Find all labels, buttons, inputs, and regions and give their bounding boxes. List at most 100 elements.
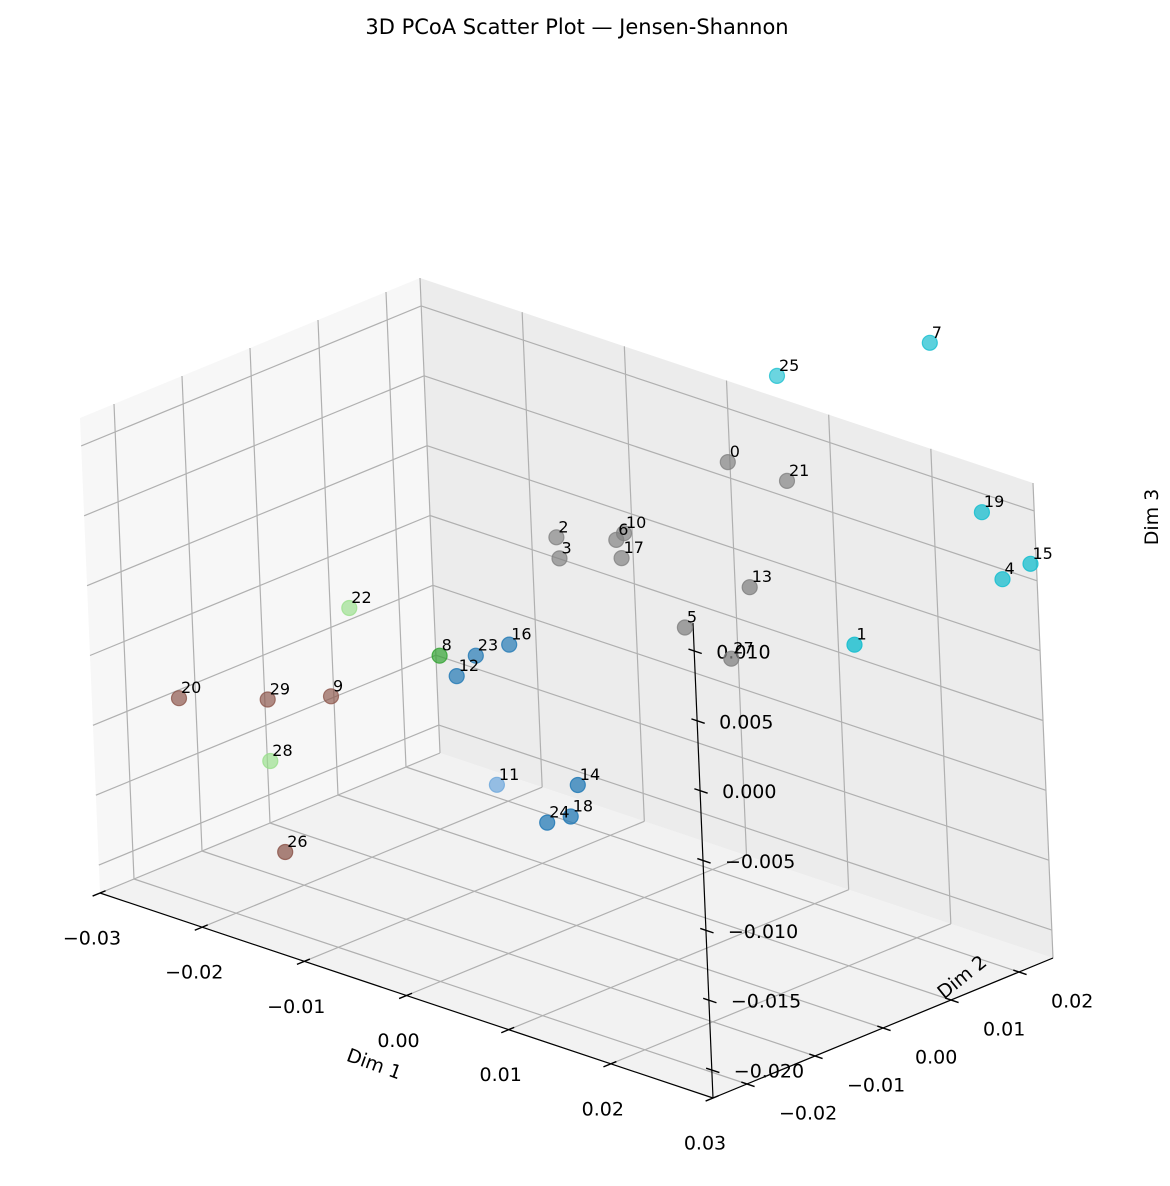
grid-lines — [80, 277, 1054, 1099]
data-point-20 — [170, 690, 188, 707]
chart-title: 3D PCoA Scatter Plot — Jensen-Shannon — [365, 15, 788, 39]
y-tick-4 — [1013, 969, 1027, 976]
y-tick-2 — [877, 1025, 891, 1032]
grid-line-back-z-3 — [429, 514, 1044, 722]
z-tick-1 — [702, 997, 717, 1004]
z-tick-3 — [697, 857, 711, 864]
data-point-29 — [259, 691, 276, 708]
x-tick-label-5: 0.02 — [582, 1098, 624, 1120]
data-points — [170, 334, 1039, 861]
data-point-7 — [921, 334, 938, 351]
z-tick-5 — [691, 718, 705, 724]
grid-line-floor-y-4 — [405, 766, 1020, 973]
grid-line-left-z-1 — [95, 654, 437, 796]
y-tick-1 — [809, 1053, 823, 1060]
point-label-12: 12 — [459, 656, 479, 675]
point-label-23: 23 — [478, 636, 498, 655]
z-tick-label-3: −0.005 — [725, 851, 795, 873]
x-tick-4 — [501, 1026, 515, 1034]
data-point-9 — [322, 688, 340, 705]
point-labels: 0123456789101112131415161718192021222324… — [181, 323, 1053, 851]
data-point-23 — [467, 647, 484, 664]
tick-labels: −0.03 −0.02 −0.01 0.00 0.01 0.02 0.03 −0.02 −0.0… — [63, 641, 1093, 1154]
data-point-6 — [608, 531, 625, 549]
data-point-3 — [551, 550, 568, 567]
point-label-0: 0 — [730, 442, 740, 461]
y-tick-3 — [945, 997, 959, 1004]
point-label-28: 28 — [272, 741, 292, 760]
point-label-4: 4 — [1005, 559, 1015, 578]
point-label-25: 25 — [779, 356, 799, 375]
point-label-26: 26 — [287, 832, 307, 851]
data-point-21 — [778, 472, 796, 489]
x-tick-5 — [603, 1060, 617, 1068]
z-tick-4 — [694, 788, 708, 794]
point-label-10: 10 — [626, 513, 646, 532]
point-label-3: 3 — [562, 538, 572, 557]
y-tick-label-4: 0.02 — [1051, 991, 1093, 1013]
data-point-26 — [277, 843, 294, 861]
y-tick-label-0: −0.02 — [779, 1103, 837, 1125]
point-label-15: 15 — [1033, 544, 1053, 563]
point-label-7: 7 — [932, 323, 942, 342]
data-point-2 — [548, 529, 565, 546]
data-point-4 — [994, 571, 1011, 588]
data-point-28 — [262, 752, 279, 770]
grid-line-left-z-3 — [89, 514, 431, 657]
grid-line-back-z-1 — [435, 654, 1050, 861]
grid-line-floor-y-3 — [337, 794, 952, 1001]
grid-line-left-z-4 — [86, 445, 428, 587]
x-tick-2 — [296, 958, 311, 966]
z-tick-label-5: 0.005 — [719, 711, 773, 733]
x-tick-label-3: 0.00 — [377, 1030, 419, 1052]
point-label-17: 17 — [624, 538, 644, 557]
x-tick-label-2: −0.01 — [267, 996, 325, 1018]
data-point-22 — [341, 599, 358, 617]
x-tick-label-0: −0.03 — [63, 928, 121, 950]
point-label-21: 21 — [789, 461, 809, 480]
data-point-17 — [613, 549, 630, 567]
z-tick-0 — [705, 1067, 720, 1074]
grid-line-back-z-2 — [432, 584, 1047, 791]
grid-line-floor-y-1 — [201, 850, 816, 1057]
data-point-14 — [569, 776, 586, 794]
point-label-1: 1 — [857, 625, 867, 644]
point-label-19: 19 — [984, 492, 1004, 511]
z-tick-6 — [688, 648, 702, 655]
y-tick-0 — [741, 1081, 755, 1088]
z-tick-label-2: −0.010 — [728, 921, 798, 943]
data-point-19 — [973, 504, 991, 521]
point-label-20: 20 — [181, 678, 201, 697]
data-point-11 — [488, 776, 505, 793]
point-label-24: 24 — [549, 803, 569, 822]
data-point-0 — [719, 454, 736, 471]
data-point-8 — [431, 647, 448, 664]
x-tick-label-6: 0.03 — [684, 1133, 726, 1155]
point-label-27: 27 — [733, 639, 753, 658]
grid-line-left-z-2 — [92, 584, 434, 726]
data-point-5 — [676, 619, 694, 636]
grid-line-back-z-6 — [420, 305, 1035, 512]
point-label-9: 9 — [333, 676, 343, 695]
data-point-15 — [1022, 555, 1039, 572]
z-axis-label: Dim 3 — [1141, 489, 1163, 546]
point-label-11: 11 — [499, 765, 519, 784]
point-label-2: 2 — [558, 517, 568, 536]
x-tick-0 — [92, 890, 106, 897]
grid-line-left-z-6 — [80, 305, 422, 447]
y-tick-label-3: 0.01 — [983, 1019, 1025, 1041]
grid-line-left-z-0 — [98, 724, 440, 866]
grid-line-back-z-5 — [423, 375, 1038, 582]
point-label-22: 22 — [351, 588, 371, 607]
data-point-1 — [846, 636, 863, 653]
z-tick-label-1: −0.015 — [731, 991, 801, 1013]
data-point-13 — [741, 579, 758, 596]
grid-line-left-z-5 — [83, 375, 425, 517]
data-point-16 — [501, 636, 518, 653]
point-label-16: 16 — [511, 625, 531, 644]
data-point-27 — [723, 650, 740, 667]
data-point-18 — [562, 808, 579, 825]
x-tick-label-1: −0.02 — [165, 962, 223, 984]
point-label-18: 18 — [573, 797, 593, 816]
y-tick-label-2: 0.00 — [915, 1047, 957, 1069]
